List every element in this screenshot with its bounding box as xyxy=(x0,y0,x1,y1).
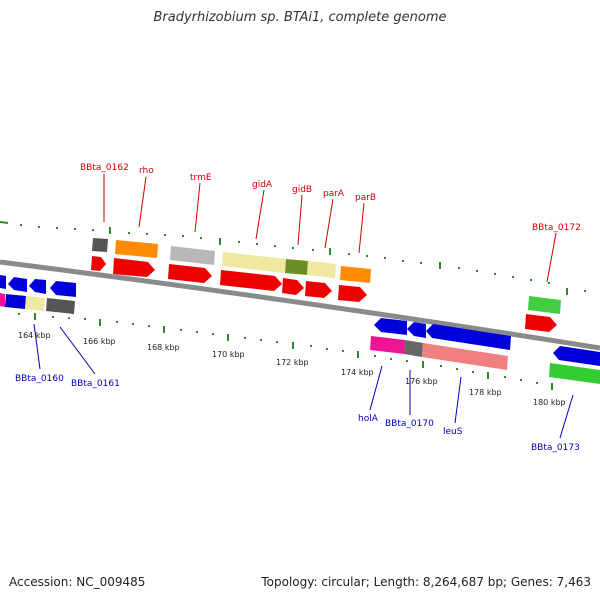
gene-label-bbta-0162: BBta_0162 xyxy=(80,163,129,173)
gene-blue-0173[interactable] xyxy=(553,346,600,366)
bottom-gene-labels xyxy=(33,323,574,439)
tick-label: 168 kbp xyxy=(147,343,180,352)
gene-label-bbta-0172: BBta_0172 xyxy=(532,223,581,233)
gene-magenta-holA[interactable] xyxy=(370,336,405,354)
gene-red-0172[interactable] xyxy=(525,314,557,332)
tick-label: 172 kbp xyxy=(276,358,309,367)
gene-blue-holA[interactable] xyxy=(374,318,407,335)
gene-bbta-0172-green[interactable] xyxy=(528,296,561,314)
forward-strand-genes xyxy=(91,238,561,332)
gene-label-holA: holA xyxy=(358,414,379,424)
gene-blue-left-2[interactable] xyxy=(8,277,27,292)
tick-label: 174 kbp xyxy=(341,368,374,377)
gene-red-parA[interactable] xyxy=(305,281,332,298)
gene-label-bbta-0173: BBta_0173 xyxy=(531,443,580,453)
tick-label: 164 kbp xyxy=(18,331,51,340)
gene-parA-yellow[interactable] xyxy=(307,261,336,278)
gene-grey-0170[interactable] xyxy=(404,340,423,357)
gene-blue-0170[interactable] xyxy=(407,322,426,338)
gene-red-rho[interactable] xyxy=(113,258,155,277)
gene-magenta-left[interactable] xyxy=(0,293,5,307)
gene-green-0173[interactable] xyxy=(549,363,600,384)
gene-label-parB: parB xyxy=(355,193,376,203)
gene-rho-orange[interactable] xyxy=(115,240,158,258)
page-title: Bradyrhizobium sp. BTAi1, complete genom… xyxy=(153,10,447,25)
gene-blue-left-4[interactable] xyxy=(50,281,76,297)
tick-label: 178 kbp xyxy=(469,388,502,397)
tick-labels: 164 kbp 166 kbp 168 kbp 170 kbp 172 kbp … xyxy=(18,331,566,407)
tick-label: 170 kbp xyxy=(212,350,245,359)
accession-text: Accession: NC_009485 xyxy=(9,575,146,589)
gene-label-bbta-0161: BBta_0161 xyxy=(71,379,120,389)
gene-blue-left-3[interactable] xyxy=(29,279,46,294)
gene-blue-left-1[interactable] xyxy=(0,275,6,289)
gene-label-leuS: leuS xyxy=(443,427,463,437)
gene-red-0162[interactable] xyxy=(91,256,106,271)
gene-parB-orange[interactable] xyxy=(340,266,371,283)
gene-label-bbta-0160: BBta_0160 xyxy=(15,374,64,384)
tick-label: 176 kbp xyxy=(405,377,438,386)
outer-tick-track xyxy=(0,221,586,295)
gene-gidA-yellow[interactable] xyxy=(222,252,286,273)
gene-trmE-silver[interactable] xyxy=(170,246,215,265)
gene-red-gidB[interactable] xyxy=(282,278,304,295)
gene-label-rho: rho xyxy=(139,166,154,176)
gene-red-gidA[interactable] xyxy=(220,270,282,291)
gene-label-trmE: trmE xyxy=(190,173,212,183)
gene-label-parA: parA xyxy=(323,189,345,199)
gene-blue-0160[interactable] xyxy=(5,294,26,309)
genome-stats-text: Topology: circular; Length: 8,264,687 bp… xyxy=(261,575,591,589)
gene-bbta-0162-grey[interactable] xyxy=(92,238,108,252)
top-gene-label-text: BBta_0162 rho trmE gidA gidB parA parB B… xyxy=(80,163,581,233)
gene-red-parB[interactable] xyxy=(338,285,367,302)
gene-pink-leuS[interactable] xyxy=(422,343,508,370)
gene-label-bbta-0170: BBta_0170 xyxy=(385,419,434,429)
genome-backbone xyxy=(0,259,600,351)
tick-label: 166 kbp xyxy=(83,337,116,346)
top-gene-labels xyxy=(103,174,557,283)
gene-grey-0161[interactable] xyxy=(46,298,75,314)
tick-label: 180 kbp xyxy=(533,398,566,407)
gene-label-gidA: gidA xyxy=(252,180,273,190)
gene-label-gidB: gidB xyxy=(292,185,312,195)
gene-blue-leuS[interactable] xyxy=(426,324,511,350)
bottom-gene-label-text: BBta_0160 BBta_0161 holA BBta_0170 leuS … xyxy=(15,374,580,453)
reverse-strand-genes xyxy=(0,275,600,384)
gene-gidB-olive[interactable] xyxy=(285,259,308,275)
inner-tick-track xyxy=(18,313,553,390)
gene-red-trmE[interactable] xyxy=(168,264,212,283)
gene-yellow-0160[interactable] xyxy=(25,296,45,311)
